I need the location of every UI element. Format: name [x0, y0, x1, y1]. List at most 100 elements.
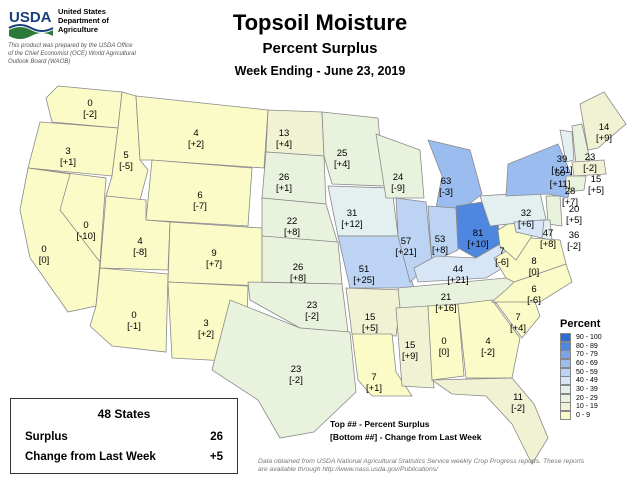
- state-label-ky: 44 [+21]: [438, 264, 478, 286]
- state-change: [-2]: [567, 241, 581, 252]
- state-value: 28: [564, 186, 576, 197]
- legend-item: 10 - 19: [560, 402, 602, 412]
- legend-item: 30 - 39: [560, 384, 602, 394]
- state-value: 8: [531, 256, 537, 267]
- state-label-id: 5 [-5]: [106, 150, 146, 172]
- state-value: 26: [292, 262, 304, 273]
- state-label-or: 3 [+1]: [48, 146, 88, 168]
- state-value: 0: [131, 310, 137, 321]
- state-value: 31: [346, 208, 358, 219]
- state-label-sc: 7 [+4]: [498, 312, 538, 334]
- legend-swatch: [560, 384, 571, 394]
- state-value: 15: [590, 174, 602, 185]
- state-change: [+8]: [539, 239, 557, 250]
- state-value: 9: [211, 248, 217, 259]
- state-value: 51: [358, 264, 370, 275]
- summary-box: 48 States Surplus 26 Change from Last We…: [10, 398, 238, 474]
- state-label-la: 7 [+1]: [354, 372, 394, 394]
- state-label-ne: 22 [+8]: [272, 216, 312, 238]
- state-ma: [571, 159, 607, 177]
- state-label-ga: 4 [-2]: [468, 336, 508, 358]
- state-nj: [545, 195, 563, 227]
- state-ny: [505, 143, 573, 199]
- state-value: 23: [306, 300, 318, 311]
- state-value: 13: [278, 128, 290, 139]
- legend-item: 90 - 100: [560, 332, 602, 342]
- usda-logo-text: USDA: [9, 9, 52, 26]
- state-label-az: 0 [-1]: [114, 310, 154, 332]
- state-change: [-9]: [391, 183, 405, 194]
- state-change: [+12]: [341, 219, 363, 230]
- state-change: [+4]: [333, 159, 351, 170]
- state-change: [+2]: [197, 329, 215, 340]
- state-vt: [559, 129, 575, 163]
- state-label-nh: 23 [-2]: [570, 152, 610, 174]
- legend-range: 20 - 29: [576, 394, 598, 402]
- state-fl: [430, 377, 549, 465]
- state-change: [+5]: [361, 323, 379, 334]
- legend-item: 70 - 79: [560, 350, 602, 360]
- state-label-nv: 0 [-10]: [66, 220, 106, 242]
- state-value: 4: [137, 236, 143, 247]
- state-change: [+10]: [467, 239, 489, 250]
- state-value: 25: [336, 148, 348, 159]
- state-label-me: 14 [+9]: [584, 122, 624, 144]
- state-change: [+6]: [517, 219, 535, 230]
- state-value: 32: [520, 208, 532, 219]
- state-change: [+21]: [551, 165, 573, 176]
- state-wa: [45, 85, 123, 129]
- state-in: [427, 205, 459, 263]
- state-change: [-2]: [83, 109, 97, 120]
- state-change: [+25]: [353, 275, 375, 286]
- week-ending: Week Ending - June 23, 2019: [234, 64, 406, 78]
- state-label-mn: 25 [+4]: [322, 148, 362, 170]
- state-tx: [211, 299, 357, 439]
- surplus-value: 26: [210, 431, 223, 443]
- state-value: 47: [542, 228, 554, 239]
- surplus-label: Surplus: [25, 431, 68, 443]
- state-label-oh: 81 [+10]: [458, 228, 498, 250]
- state-value: 44: [452, 264, 464, 275]
- legend-item: 50 - 59: [560, 367, 602, 377]
- summary-title: 48 States: [97, 407, 151, 421]
- legend-range: 60 - 69: [576, 359, 598, 367]
- state-value: 6: [197, 190, 203, 201]
- state-label-in: 53 [+8]: [420, 234, 460, 256]
- state-change: [-2]: [305, 311, 319, 322]
- state-label-wy: 6 [-7]: [180, 190, 220, 212]
- state-change: [0]: [438, 347, 450, 358]
- state-value: 20: [568, 204, 580, 215]
- legend-item: 0 - 9: [560, 411, 602, 421]
- state-label-vt: 39 [+21]: [542, 154, 582, 176]
- state-change: [-5]: [119, 161, 133, 172]
- state-value: 7: [515, 312, 521, 323]
- state-label-mi: 63 [-3]: [426, 176, 466, 198]
- state-label-sd: 26 [+1]: [264, 172, 304, 194]
- state-change: [+21]: [395, 247, 417, 258]
- state-wy: [145, 159, 253, 227]
- state-change: [0]: [38, 255, 50, 266]
- state-value: 0: [441, 336, 447, 347]
- state-change: [-6]: [527, 295, 541, 306]
- state-label-va: 8 [0]: [514, 256, 554, 278]
- legend-swatch: [560, 411, 571, 421]
- state-change: [+1]: [59, 157, 77, 168]
- state-label-nm: 3 [+2]: [186, 318, 226, 340]
- state-md: [513, 219, 545, 239]
- state-label-ks: 26 [+8]: [278, 262, 318, 284]
- legend-swatch: [560, 376, 571, 386]
- state-value: 0: [87, 98, 93, 109]
- state-change: [-2]: [511, 403, 525, 414]
- state-wi: [375, 133, 425, 199]
- state-change: [+9]: [401, 351, 419, 362]
- state-change: [+7]: [561, 197, 579, 208]
- legend-swatch: [560, 341, 571, 351]
- state-change: [+11]: [549, 179, 571, 190]
- state-change: [+21]: [447, 275, 469, 286]
- state-change: [+1]: [275, 183, 293, 194]
- state-value: 5: [123, 150, 129, 161]
- state-nh: [571, 123, 591, 165]
- state-label-ar: 15 [+5]: [350, 312, 390, 334]
- state-me: [579, 91, 627, 151]
